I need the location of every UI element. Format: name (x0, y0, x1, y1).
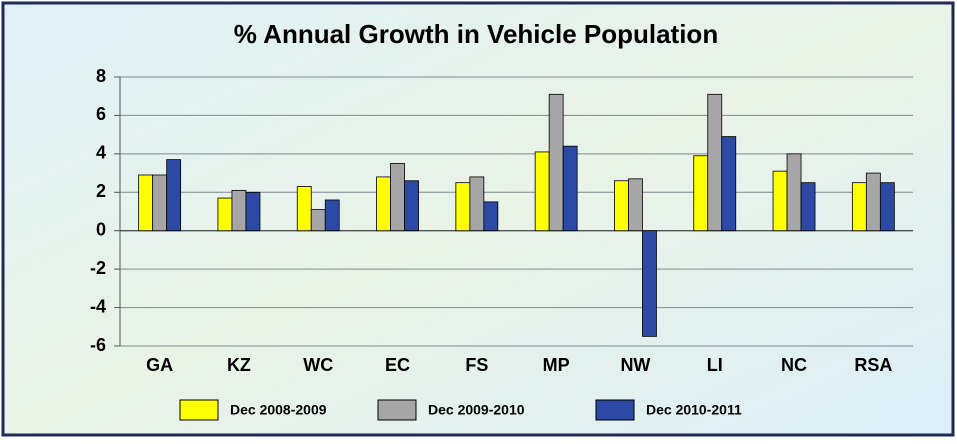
bar (786, 153, 802, 232)
legend-label: Dec 2008-2009 (230, 402, 327, 418)
bar (376, 176, 391, 232)
bar (548, 93, 564, 232)
x-tick-label: KZ (227, 355, 251, 375)
bar (296, 186, 312, 232)
bar (707, 93, 723, 232)
legend-label: Dec 2009-2010 (428, 402, 525, 418)
bar (138, 174, 154, 232)
x-tick-label: WC (303, 355, 333, 375)
y-tick-label: 6 (96, 104, 106, 124)
bar (152, 174, 168, 232)
y-tick-label: -2 (90, 258, 106, 278)
bar (245, 191, 261, 232)
y-tick-label: 2 (96, 181, 106, 201)
bar (628, 178, 643, 232)
x-tick-label: RSA (854, 355, 892, 375)
bar (693, 155, 709, 232)
legend-swatch (377, 399, 417, 421)
bar (390, 163, 405, 232)
bar (772, 170, 788, 232)
bar (166, 159, 182, 232)
bar (879, 182, 895, 232)
x-tick-label: LI (707, 355, 723, 375)
bar (469, 176, 485, 232)
x-tick-label: GA (146, 355, 173, 375)
bar (865, 172, 881, 232)
bar (851, 182, 867, 232)
y-tick-label: -6 (90, 335, 106, 355)
y-tick-label: 0 (96, 219, 106, 239)
bar (310, 209, 326, 232)
bar (455, 182, 471, 232)
x-tick-label: FS (465, 355, 488, 375)
bar (404, 180, 419, 232)
bar (231, 189, 247, 232)
x-tick-label: EC (385, 355, 410, 375)
chart-title: % Annual Growth in Vehicle Population (234, 19, 718, 49)
legend-label: Dec 2010-2011 (646, 402, 742, 418)
x-tick-label: MP (543, 355, 570, 375)
y-tick-label: 4 (96, 143, 106, 163)
bar (324, 199, 340, 232)
legend-swatch (595, 399, 635, 421)
bar (534, 151, 550, 232)
legend-swatch (179, 399, 219, 421)
y-tick-label: -4 (90, 296, 106, 316)
bar (614, 180, 629, 232)
bar (721, 136, 737, 232)
bar (800, 182, 816, 232)
bar (483, 201, 499, 232)
x-tick-label: NC (781, 355, 807, 375)
bar (642, 230, 657, 337)
bar (217, 197, 233, 232)
bar (562, 145, 578, 232)
y-tick-label: 8 (96, 66, 106, 86)
x-tick-label: NW (620, 355, 650, 375)
